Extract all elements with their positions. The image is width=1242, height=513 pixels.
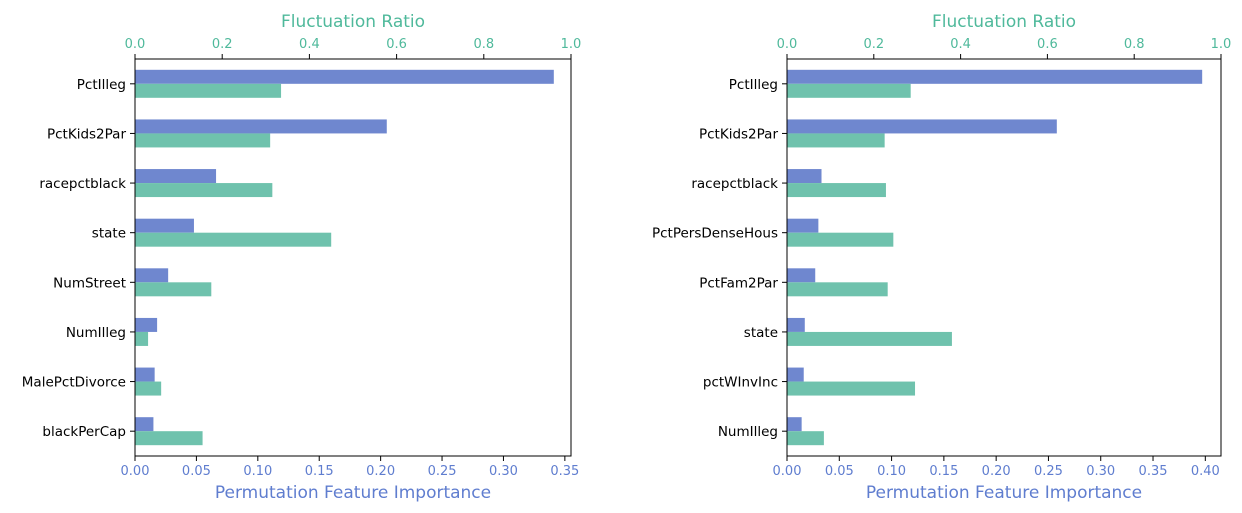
- x2-axis-label: Fluctuation Ratio: [281, 12, 425, 32]
- pfi-bar: [787, 417, 802, 432]
- x2-tick-label: 0.6: [386, 37, 407, 52]
- fluctuation-bar: [135, 232, 332, 247]
- fluctuation-bar: [787, 331, 952, 346]
- x-axis-label: Permutation Feature Importance: [215, 483, 491, 503]
- x-tick-label: 0.35: [550, 464, 579, 479]
- pfi-bar: [135, 169, 217, 184]
- x-tick-label: 0.10: [877, 464, 906, 479]
- pfi-bar: [135, 218, 194, 233]
- y-tick-label: racepctblack: [39, 176, 126, 192]
- x-tick-label: 0.20: [982, 464, 1011, 479]
- y-tick-label: PctKids2Par: [699, 126, 778, 142]
- x2-tick-label: 0.4: [950, 37, 971, 52]
- pfi-bar: [787, 218, 819, 233]
- x2-tick-label: 0.8: [473, 37, 494, 52]
- fluctuation-bar: [135, 133, 271, 148]
- x2-tick-label: 0.2: [863, 37, 884, 52]
- x2-tick-label: 1.0: [1211, 37, 1232, 52]
- y-tick-label: state: [744, 325, 778, 341]
- x-tick-label: 0.30: [489, 464, 518, 479]
- fluctuation-bar: [787, 232, 894, 247]
- y-tick-label: PctPersDenseHous: [652, 226, 778, 242]
- x-tick-label: 0.10: [243, 464, 272, 479]
- plot-frame: [134, 58, 572, 457]
- fluctuation-bar: [135, 83, 282, 98]
- x-tick-label: 0.05: [182, 464, 211, 479]
- y-tick-label: NumIlleg: [718, 424, 778, 440]
- pfi-bar: [787, 119, 1057, 134]
- y-tick-label: blackPerCap: [42, 424, 126, 440]
- fluctuation-bar: [135, 381, 162, 396]
- x-axis-label: Permutation Feature Importance: [866, 483, 1142, 503]
- fluctuation-bar: [135, 331, 149, 346]
- fluctuation-bar: [787, 282, 888, 297]
- x2-tick-label: 0.6: [1037, 37, 1058, 52]
- fluctuation-bar: [787, 431, 824, 446]
- x-tick-label: 0.15: [929, 464, 958, 479]
- pfi-bar: [135, 268, 169, 283]
- x2-tick-label: 0.4: [299, 37, 320, 52]
- x2-tick-label: 0.2: [212, 37, 233, 52]
- pfi-bar: [135, 367, 155, 382]
- pfi-bar: [135, 119, 387, 134]
- x-tick-label: 0.15: [305, 464, 334, 479]
- fluctuation-bar: [787, 83, 911, 98]
- pfi-bar: [135, 317, 158, 332]
- x-tick-label: 0.20: [366, 464, 395, 479]
- pfi-bar: [135, 69, 554, 84]
- pfi-bar: [787, 317, 805, 332]
- fluctuation-bar: [135, 282, 212, 297]
- y-tick-label: PctIlleg: [77, 77, 126, 93]
- x2-tick-label: 0.0: [777, 37, 798, 52]
- y-tick-label: PctIlleg: [729, 77, 778, 93]
- x2-tick-label: 1.0: [561, 37, 582, 52]
- pfi-bar: [135, 417, 154, 432]
- fluctuation-bar: [787, 133, 885, 148]
- x-tick-label: 0.40: [1191, 464, 1220, 479]
- y-tick-label: PctKids2Par: [47, 126, 126, 142]
- x-tick-label: 0.00: [773, 464, 802, 479]
- x-tick-label: 0.25: [1034, 464, 1063, 479]
- x-tick-label: 0.35: [1139, 464, 1168, 479]
- y-tick-label: state: [92, 226, 126, 242]
- y-tick-label: PctFam2Par: [699, 275, 778, 291]
- y-tick-label: NumIlleg: [66, 325, 126, 341]
- fluctuation-bar: [787, 183, 886, 198]
- pfi-bar: [787, 367, 804, 382]
- x2-tick-label: 0.8: [1124, 37, 1145, 52]
- y-tick-label: racepctblack: [691, 176, 778, 192]
- x-tick-label: 0.05: [825, 464, 854, 479]
- pfi-bar: [787, 268, 816, 283]
- pfi-bar: [787, 169, 822, 184]
- fluctuation-bar: [787, 381, 916, 396]
- y-tick-label: NumStreet: [53, 275, 126, 291]
- y-tick-label: pctWInvInc: [703, 375, 778, 391]
- plot-frame: [786, 58, 1222, 457]
- y-tick-label: MalePctDivorce: [22, 375, 126, 391]
- x-tick-label: 0.30: [1086, 464, 1115, 479]
- x2-tick-label: 0.0: [125, 37, 146, 52]
- x-tick-label: 0.25: [428, 464, 457, 479]
- fluctuation-bar: [135, 183, 273, 198]
- fluctuation-bar: [135, 431, 203, 446]
- x2-axis-label: Fluctuation Ratio: [932, 12, 1076, 32]
- pfi-bar: [787, 69, 1203, 84]
- x-tick-label: 0.00: [121, 464, 150, 479]
